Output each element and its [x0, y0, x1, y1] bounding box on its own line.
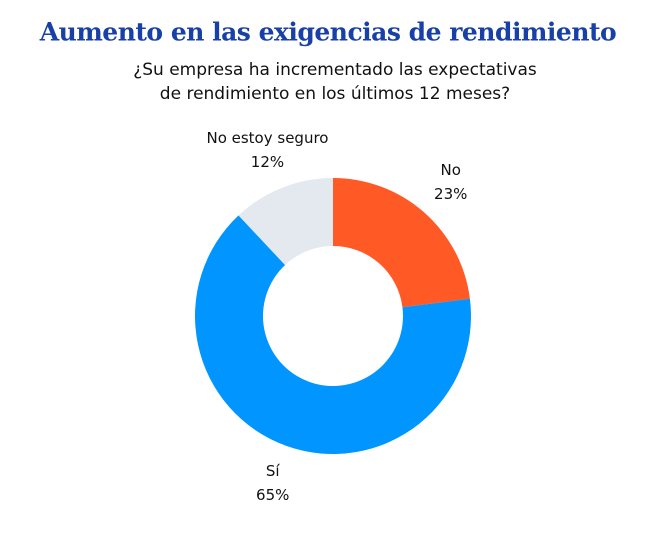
value-label: 23% [434, 185, 467, 203]
donut-slice [195, 215, 472, 455]
slice-label: No [441, 161, 461, 179]
donut-slice [333, 178, 470, 308]
slice-label: No estoy seguro [206, 129, 328, 147]
chart-subtitle: de rendimiento en los últimos 12 meses? [160, 84, 510, 104]
value-label: 65% [256, 486, 289, 504]
value-label: 12% [251, 153, 284, 171]
chart-title: Aumento en las exigencias de rendimiento [39, 18, 616, 47]
slice-label: Sí [266, 462, 281, 480]
chart-subtitle: ¿Su empresa ha incrementado las expectat… [133, 60, 537, 80]
donut-slice [238, 178, 333, 265]
